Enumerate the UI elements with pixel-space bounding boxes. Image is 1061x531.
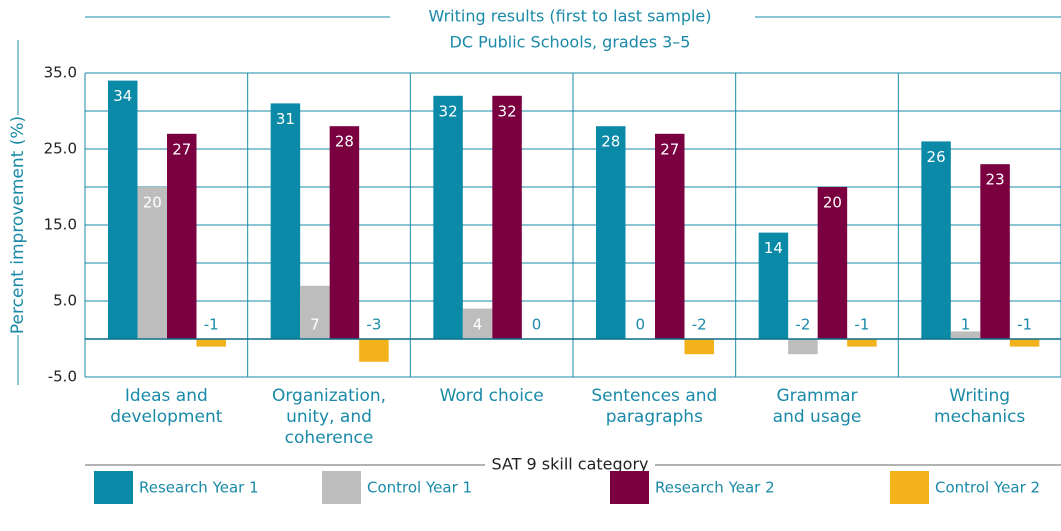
- bar: [433, 95, 463, 339]
- value-label: -1: [1017, 316, 1032, 334]
- bar: [492, 95, 522, 339]
- legend-swatch: [610, 471, 649, 504]
- value-label: -1: [204, 316, 219, 334]
- bar: [758, 232, 789, 339]
- x-tick-label: and usage: [773, 407, 862, 427]
- value-label: 32: [439, 102, 458, 120]
- value-label: 28: [601, 133, 620, 151]
- y-tick-label: 15.0: [44, 216, 77, 234]
- x-tick-label: Ideas and: [125, 386, 208, 406]
- value-label: 1: [961, 316, 971, 334]
- x-tick-label: development: [110, 407, 222, 427]
- value-label: -2: [795, 316, 810, 334]
- legend-label: Control Year 2: [935, 479, 1040, 497]
- x-tick-label: coherence: [285, 428, 374, 448]
- value-label: 28: [335, 133, 354, 151]
- value-label: -3: [366, 316, 381, 334]
- x-tick-label: Grammar: [776, 386, 857, 406]
- value-label: 34: [113, 87, 132, 105]
- bar: [300, 285, 330, 339]
- bar: [921, 141, 951, 339]
- legend-label: Research Year 1: [139, 479, 259, 497]
- bar: [788, 339, 818, 355]
- legend-swatch: [322, 471, 361, 504]
- value-label: -2: [692, 316, 707, 334]
- bar: [462, 308, 493, 339]
- value-label: 27: [172, 140, 191, 158]
- bar: [167, 133, 197, 339]
- bar: [655, 133, 685, 339]
- value-label: 7: [310, 316, 320, 334]
- legend-label: Control Year 1: [367, 479, 472, 497]
- value-label: 20: [823, 194, 842, 212]
- value-label: 27: [660, 140, 679, 158]
- x-tick-label: Writing: [949, 386, 1010, 406]
- legend-swatch: [94, 471, 133, 504]
- bar: [108, 80, 138, 339]
- bar: [137, 187, 167, 339]
- legend-swatch: [890, 471, 929, 504]
- y-axis-label: Percent improvement (%): [8, 116, 28, 334]
- bar: [980, 164, 1010, 339]
- bar: [847, 339, 877, 347]
- x-axis-label: SAT 9 skill category: [491, 455, 648, 474]
- y-tick-label: 35.0: [44, 64, 77, 82]
- x-tick-label: Word choice: [440, 386, 544, 406]
- x-tick-label: paragraphs: [606, 407, 703, 427]
- bar: [684, 339, 714, 355]
- x-tick-label: Organization,: [272, 386, 386, 406]
- value-label: 31: [276, 110, 295, 128]
- y-tick-label: 5.0: [53, 292, 77, 310]
- chart-title: Writing results (first to last sample): [428, 7, 711, 26]
- value-label: 4: [473, 316, 483, 334]
- value-label: 26: [927, 148, 946, 166]
- bar: [1009, 339, 1040, 347]
- bar: [270, 103, 301, 340]
- bar: [329, 126, 360, 339]
- value-label: 0: [532, 316, 542, 334]
- value-label: -1: [854, 316, 869, 334]
- y-tick-label: 25.0: [44, 140, 77, 158]
- bar: [817, 187, 848, 339]
- legend-label: Research Year 2: [655, 479, 775, 497]
- bar: [596, 126, 626, 339]
- value-label: 20: [143, 194, 162, 212]
- bar: [196, 339, 226, 347]
- x-tick-label: Sentences and: [591, 386, 717, 406]
- value-label: 0: [635, 316, 645, 334]
- value-label: 14: [764, 239, 783, 257]
- x-tick-label: unity, and: [286, 407, 372, 427]
- y-tick-label: -5.0: [48, 368, 77, 386]
- x-tick-label: mechanics: [934, 407, 1025, 427]
- value-label: 23: [986, 171, 1005, 189]
- value-label: 32: [498, 102, 517, 120]
- chart-subtitle: DC Public Schools, grades 3–5: [450, 33, 691, 52]
- bar: [359, 339, 389, 362]
- bar: [950, 331, 981, 339]
